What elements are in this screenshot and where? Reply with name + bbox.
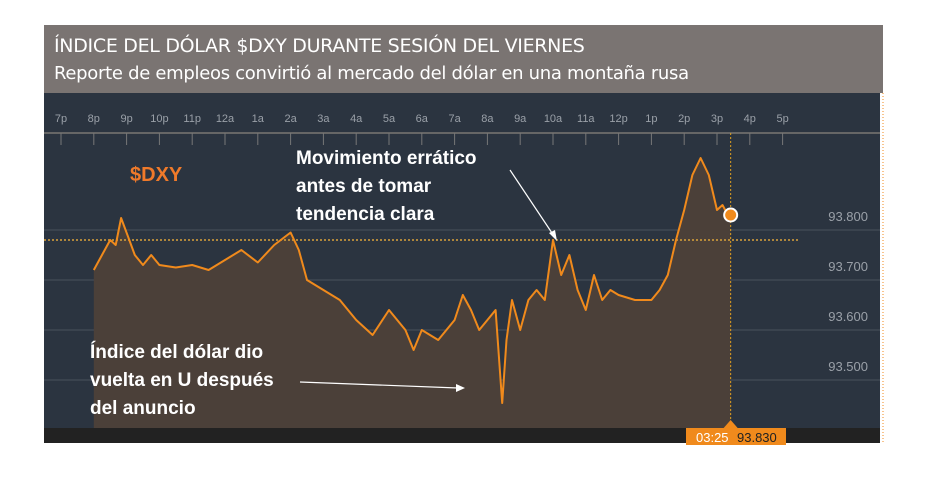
chart-title: ÍNDICE DEL DÓLAR $DXY DURANTE SESIÓN DEL… <box>54 35 585 57</box>
annotation-text: vuelta en U después <box>90 370 274 391</box>
x-tick-label: 6a <box>416 113 429 125</box>
current-pointer <box>723 420 738 428</box>
x-tick-label: 5a <box>383 113 396 125</box>
x-tick-label: 9a <box>514 113 527 125</box>
x-tick-label: 7a <box>448 113 461 125</box>
x-tick-label: 10a <box>544 113 563 125</box>
x-tick-label: 1p <box>645 113 657 125</box>
x-tick-label: 2p <box>678 113 690 125</box>
price-line <box>92 157 731 404</box>
area-fill <box>93 158 731 428</box>
bottom-bar <box>44 428 880 443</box>
x-tick-label: 7p <box>55 113 67 125</box>
x-tick-label: 8p <box>88 113 100 125</box>
current-time: 03:25 <box>696 430 729 445</box>
current-value-box <box>686 428 786 445</box>
annotation-text: tendencia clara <box>296 204 435 225</box>
annotation-arrow <box>299 381 459 389</box>
x-tick-label: 11a <box>577 113 595 125</box>
x-tick-label: 4a <box>350 113 363 125</box>
annotation-text: del anuncio <box>90 398 196 419</box>
annotation-text: Índice del dólar dio <box>90 341 263 363</box>
x-tick-label: 8a <box>481 113 494 125</box>
arrowhead <box>549 230 557 241</box>
current-marker <box>723 207 739 223</box>
annotation-text: Movimiento errático <box>296 148 477 169</box>
chart-subtitle: Reporte de empleos convirtió al mercado … <box>54 63 689 84</box>
current-value: 93.830 <box>737 430 777 445</box>
x-tick-label: 2a <box>284 113 297 125</box>
y-tick-label: 93.700 <box>828 259 868 274</box>
x-tick-label: 3a <box>317 113 330 125</box>
annotation-text: antes de tomar <box>296 176 432 197</box>
x-tick-label: 1a <box>252 113 265 125</box>
x-tick-label: 3p <box>711 113 723 125</box>
ticker-label: $DXY <box>130 164 183 186</box>
x-tick-label: 12a <box>216 113 235 125</box>
y-tick-label: 93.600 <box>828 309 868 324</box>
x-tick-label: 9p <box>120 113 132 125</box>
x-tick-label: 11p <box>183 113 201 125</box>
arrowhead <box>456 384 465 392</box>
y-tick-label: 93.800 <box>828 209 868 224</box>
chart-header: ÍNDICE DEL DÓLAR $DXY DURANTE SESIÓN DEL… <box>44 25 883 93</box>
x-tick-label: 4p <box>744 113 756 125</box>
y-tick-label: 93.500 <box>828 359 868 374</box>
annotation-arrow <box>509 169 555 237</box>
x-tick-label: 10p <box>150 113 168 125</box>
x-tick-label: 5p <box>776 113 788 125</box>
x-tick-label: 12p <box>609 113 627 125</box>
